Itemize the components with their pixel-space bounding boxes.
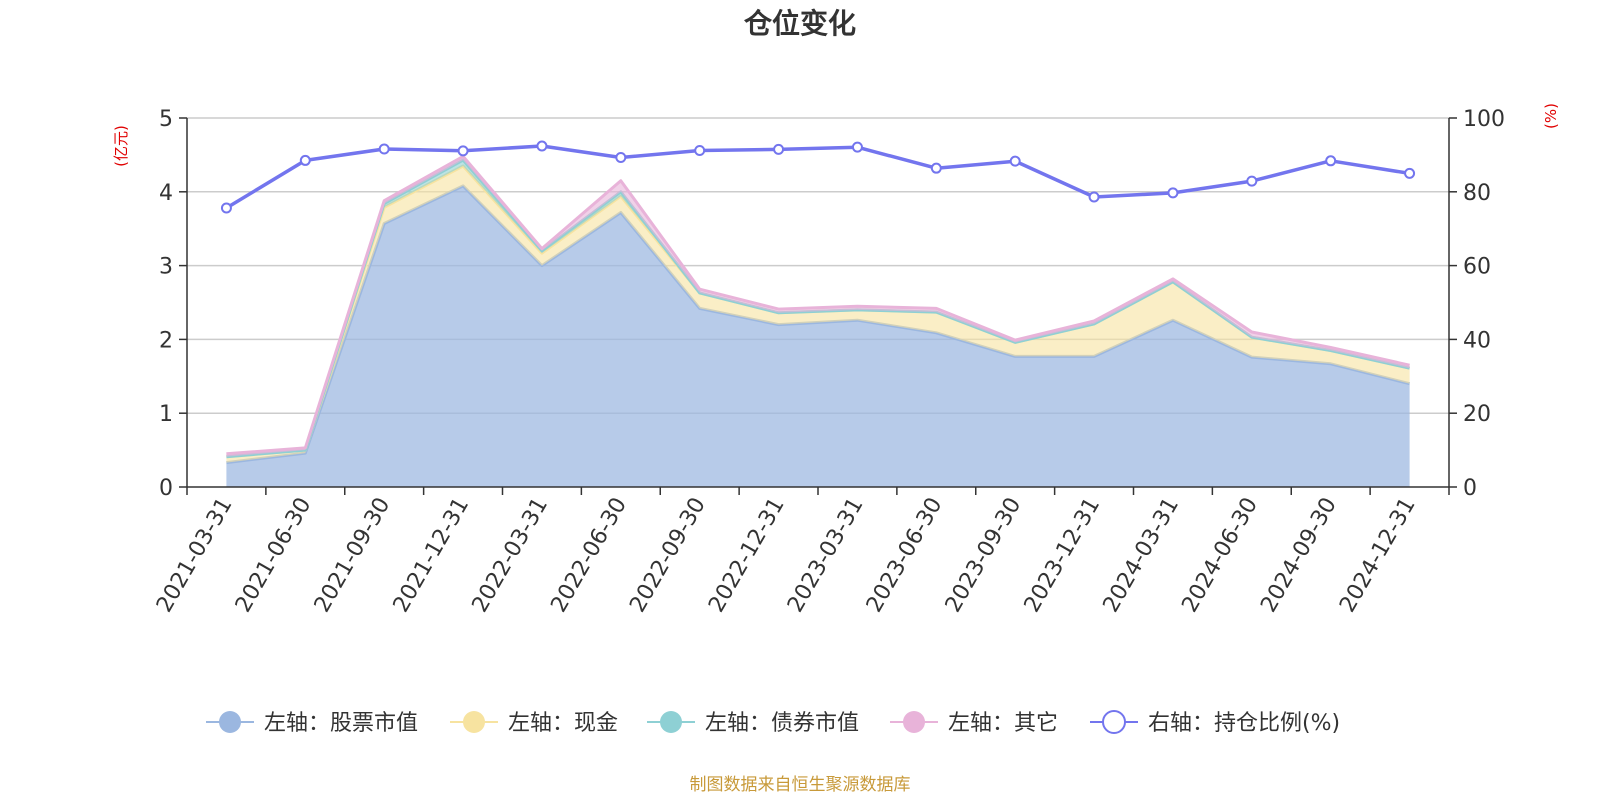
left-tick-label: 5	[159, 107, 173, 132]
ratio-point	[1167, 187, 1179, 199]
left-axis-unit: (亿元)	[112, 125, 130, 167]
legend-label-1: 左轴：股票市值	[264, 711, 418, 736]
legend-marker-4	[903, 711, 925, 733]
legend-marker-2	[463, 711, 485, 733]
x-tick-label: 2023-09-30	[941, 494, 1027, 617]
left-tick-label: 0	[159, 476, 173, 501]
left-tick-label: 1	[159, 402, 173, 427]
area-series-2	[226, 166, 1410, 463]
ratio-point	[851, 141, 863, 153]
ratio-point	[1246, 175, 1258, 187]
ratio-point	[930, 162, 942, 174]
x-tick-label: 2022-12-31	[704, 494, 790, 617]
ratio-point	[773, 143, 785, 155]
legend-marker-1	[219, 711, 241, 733]
area-series-1	[226, 185, 1410, 487]
ratio-point	[378, 143, 390, 155]
x-tick-label: 2022-06-30	[546, 494, 632, 617]
ratio-point	[457, 145, 469, 157]
left-tick-label: 4	[159, 181, 173, 206]
holding-ratio-line	[220, 140, 1416, 214]
right-tick-label: 0	[1463, 476, 1477, 501]
chart-title: 仓位变化	[744, 7, 856, 40]
ratio-point	[536, 140, 548, 152]
x-tick-label: 2022-03-31	[468, 494, 554, 617]
x-tick-label: 2023-06-30	[862, 494, 948, 617]
ratio-line-path	[225, 144, 1410, 210]
x-tick-label: 2024-09-30	[1256, 494, 1342, 617]
legend-marker-3	[660, 711, 682, 733]
ratio-point	[1404, 167, 1416, 179]
right-tick-label: 80	[1463, 181, 1491, 206]
x-tick-label: 2023-12-31	[1020, 494, 1106, 617]
x-tick-label: 2023-03-31	[783, 494, 869, 617]
ratio-point	[1325, 155, 1337, 167]
ratio-point	[615, 151, 627, 163]
right-axis-unit: (%)	[1542, 103, 1560, 129]
x-tick-label: 2021-06-30	[231, 494, 317, 617]
x-tick-label: 2021-09-30	[310, 494, 396, 617]
x-tick-label: 2024-03-31	[1099, 494, 1185, 617]
right-tick-label: 60	[1463, 255, 1491, 280]
legend-label-2: 左轴：现金	[508, 711, 618, 736]
right-tick-label: 100	[1463, 107, 1505, 132]
legend-label-5: 右轴：持仓比例(%)	[1148, 711, 1340, 736]
ratio-point	[694, 144, 706, 156]
ratio-point	[1009, 155, 1021, 167]
ratio-point	[1088, 191, 1100, 203]
source-note: 制图数据来自恒生聚源数据库	[690, 775, 911, 795]
legend-label-4: 左轴：其它	[948, 711, 1058, 736]
left-tick-label: 3	[159, 255, 173, 280]
legend: 左轴：股票市值 左轴：现金 左轴：债券市值 左轴：其它 右轴：持仓比例(%)	[206, 710, 1340, 736]
x-tick-label: 2021-12-31	[389, 494, 475, 617]
area-series-4-edge	[226, 154, 1410, 456]
x-tick-label: 2022-09-30	[625, 494, 711, 617]
ratio-point	[220, 202, 232, 214]
x-tick-label: 2024-12-31	[1335, 494, 1421, 617]
legend-label-3: 左轴：债券市值	[705, 711, 859, 736]
stacked-areas	[226, 154, 1410, 487]
ratio-point	[299, 154, 311, 166]
legend-marker-5	[1102, 710, 1126, 734]
right-tick-label: 20	[1463, 402, 1491, 427]
left-tick-label: 2	[159, 328, 173, 353]
x-tick-label: 2024-06-30	[1177, 494, 1263, 617]
right-tick-label: 40	[1463, 328, 1491, 353]
x-tick-label: 2021-03-31	[152, 494, 238, 617]
